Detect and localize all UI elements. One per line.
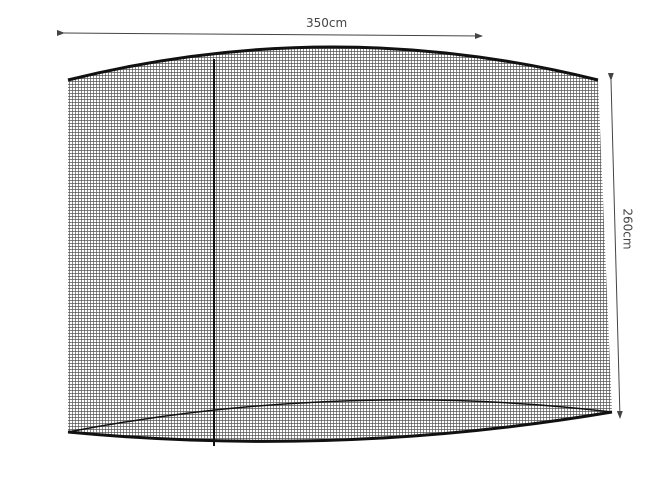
width-arrow <box>56 29 483 39</box>
height-arrow <box>607 72 623 419</box>
net-mesh <box>68 47 612 441</box>
width-label: 350cm <box>306 16 348 30</box>
net-top-frame <box>67 45 599 82</box>
net-bottom-back-frame <box>67 399 613 433</box>
height-label: 260cm <box>620 208 635 250</box>
net-bottom-front-frame <box>67 410 613 443</box>
